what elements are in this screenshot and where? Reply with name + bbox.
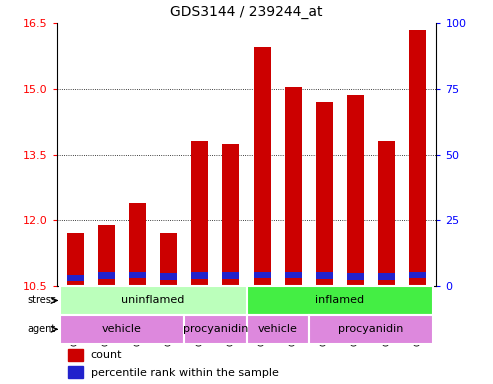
Bar: [67, 233, 84, 286]
Bar: [316, 102, 333, 273]
Bar: [129, 278, 146, 286]
Bar: [160, 280, 177, 286]
Bar: [409, 30, 426, 286]
Bar: [222, 144, 240, 286]
Text: agent: agent: [28, 324, 56, 334]
Bar: [98, 225, 115, 273]
Text: procyanidin: procyanidin: [183, 324, 248, 334]
Bar: [160, 233, 177, 286]
Bar: [222, 144, 240, 273]
Bar: [253, 47, 271, 271]
Text: vehicle: vehicle: [258, 324, 298, 334]
Bar: [246, 315, 309, 344]
Bar: [253, 47, 271, 286]
Bar: [347, 95, 364, 286]
Bar: [253, 278, 271, 286]
Bar: [378, 280, 395, 286]
Text: stress: stress: [27, 295, 56, 306]
Bar: [129, 271, 146, 278]
Bar: [60, 286, 246, 315]
Bar: [68, 349, 83, 361]
Bar: [409, 30, 426, 271]
Bar: [316, 273, 333, 279]
Bar: [378, 273, 395, 280]
Bar: [191, 141, 209, 273]
Bar: [284, 278, 302, 286]
Bar: [191, 141, 209, 286]
Bar: [98, 279, 115, 286]
Bar: [160, 233, 177, 273]
Text: uninflamed: uninflamed: [121, 295, 185, 306]
Bar: [60, 315, 184, 344]
Bar: [246, 286, 433, 315]
Bar: [253, 271, 271, 278]
Bar: [67, 275, 84, 281]
Bar: [347, 273, 364, 280]
Bar: [191, 279, 209, 286]
Bar: [98, 225, 115, 286]
Bar: [284, 87, 302, 271]
Bar: [347, 280, 364, 286]
Bar: [222, 279, 240, 286]
Bar: [98, 273, 115, 279]
Text: procyanidin: procyanidin: [338, 324, 404, 334]
Bar: [284, 271, 302, 278]
Bar: [378, 141, 395, 273]
Bar: [184, 315, 246, 344]
Bar: [378, 141, 395, 286]
Title: GDS3144 / 239244_at: GDS3144 / 239244_at: [170, 5, 323, 19]
Bar: [409, 278, 426, 286]
Bar: [129, 203, 146, 286]
Bar: [129, 203, 146, 271]
Bar: [67, 233, 84, 275]
Bar: [316, 102, 333, 286]
Bar: [347, 95, 364, 273]
Bar: [316, 279, 333, 286]
Bar: [409, 271, 426, 278]
Text: inflamed: inflamed: [316, 295, 364, 306]
Text: percentile rank within the sample: percentile rank within the sample: [91, 367, 279, 377]
Bar: [191, 273, 209, 279]
Bar: [284, 87, 302, 286]
Bar: [160, 273, 177, 280]
Text: vehicle: vehicle: [102, 324, 142, 334]
Text: count: count: [91, 350, 122, 360]
Bar: [68, 366, 83, 379]
Bar: [309, 315, 433, 344]
Bar: [222, 273, 240, 279]
Bar: [67, 281, 84, 286]
